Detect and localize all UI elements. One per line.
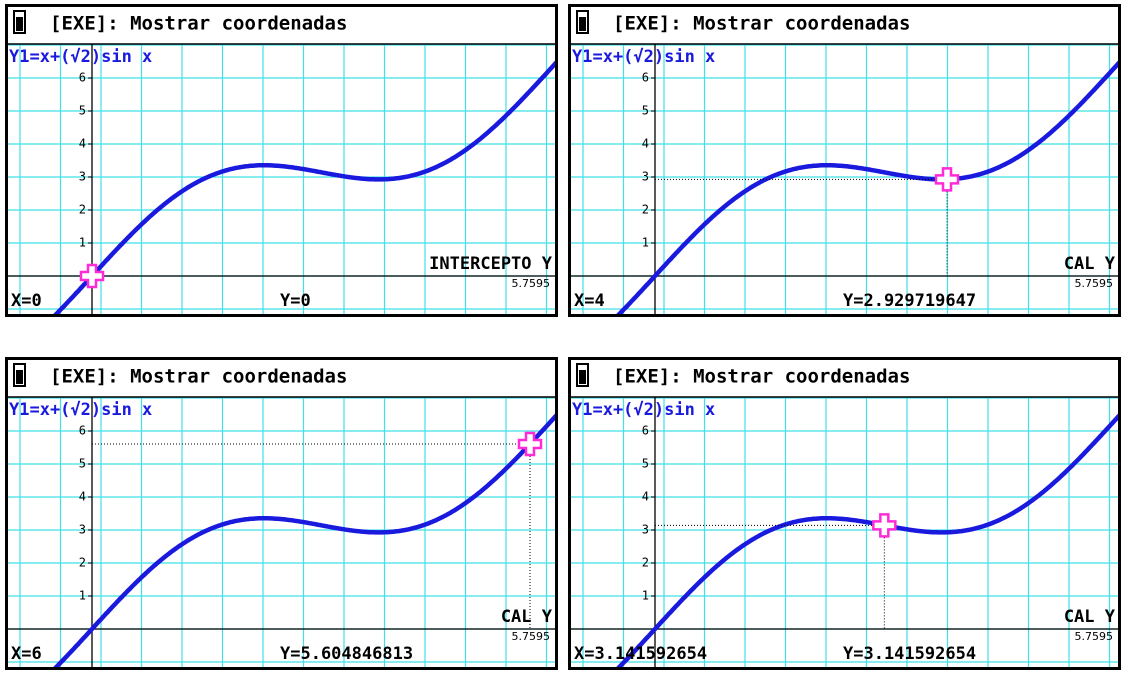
y-tick-label: 3	[79, 170, 86, 184]
y-tick-label: 1	[79, 589, 86, 603]
battery-level	[16, 370, 23, 384]
y-tick-label: 6	[79, 424, 86, 438]
header-title: [EXE]: Mostrar coordenadas	[50, 13, 347, 35]
function-label: Y1=x+(√2)sin x	[9, 47, 152, 67]
header-title: [EXE]: Mostrar coordenadas	[50, 366, 347, 388]
screenshot: 1 2 3 4 5 6 Y1=x+(√2)sin x INTERCEPTO Y 5.7595 X=…	[0, 0, 1124, 674]
mode-label: CAL Y	[501, 607, 553, 627]
mode-label: CAL Y	[1064, 607, 1116, 627]
y-tick-label: 4	[79, 490, 86, 504]
scale-value: 5.7595	[1075, 277, 1114, 290]
y-tick-label: 6	[79, 71, 86, 85]
y-tick-label: 6	[642, 71, 649, 85]
y-tick-label: 2	[642, 203, 649, 217]
function-label: Y1=x+(√2)sin x	[9, 400, 152, 420]
y-tick-label: 2	[79, 556, 86, 570]
battery-level	[579, 17, 586, 31]
scale-value: 5.7595	[1075, 630, 1114, 643]
y-tick-label: 6	[642, 424, 649, 438]
calculator-screen: 1 2 3 4 5 6 Y1=x+(√2)sin x CAL Y 5.7595 X=6 Y=5.60…	[5, 357, 574, 674]
y-tick-label: 3	[79, 523, 86, 537]
page: 1 2 3 4 5 6 Y1=x+(√2)sin x INTERCEPTO Y 5.7595 X=…	[0, 0, 1124, 674]
header-title: [EXE]: Mostrar coordenadas	[613, 13, 910, 35]
y-tick-label: 1	[79, 236, 86, 250]
y-tick-label: 2	[642, 556, 649, 570]
y-tick-label: 5	[642, 457, 649, 471]
function-label: Y1=x+(√2)sin x	[572, 400, 715, 420]
y-tick-label: 5	[642, 104, 649, 118]
y-tick-label: 3	[642, 523, 649, 537]
function-label: Y1=x+(√2)sin x	[572, 47, 715, 67]
battery-level	[16, 17, 23, 31]
y-tick-label: 4	[642, 137, 649, 151]
y-tick-label: 3	[642, 170, 649, 184]
calculator-screen: 1 2 3 4 5 6 Y1=x+(√2)sin x CAL Y 5.7595 X=4 Y=2.92…	[568, 4, 1124, 322]
y-tick-label: 4	[642, 490, 649, 504]
x-readout: X=0	[11, 291, 42, 311]
scale-value: 5.7595	[512, 630, 551, 643]
calculator-screen: 1 2 3 4 5 6 Y1=x+(√2)sin x INTERCEPTO Y 5.7595 X=…	[5, 4, 574, 322]
x-readout: X=6	[11, 644, 42, 664]
battery-level	[579, 370, 586, 384]
y-tick-label: 2	[79, 203, 86, 217]
calculator-screen: 1 2 3 4 5 6 Y1=x+(√2)sin x CAL Y 5.7595 X=3.14159…	[568, 357, 1124, 674]
mode-label: INTERCEPTO Y	[429, 254, 553, 274]
y-readout: Y=5.604846813	[280, 644, 413, 664]
mode-label: CAL Y	[1064, 254, 1116, 274]
scale-value: 5.7595	[512, 277, 551, 290]
y-readout: Y=2.929719647	[843, 291, 976, 311]
y-tick-label: 5	[79, 104, 86, 118]
y-tick-label: 1	[642, 589, 649, 603]
x-readout: X=4	[574, 291, 605, 311]
y-tick-label: 4	[79, 137, 86, 151]
x-readout: X=3.141592654	[574, 644, 707, 664]
y-readout: Y=0	[280, 291, 311, 311]
y-tick-label: 1	[642, 236, 649, 250]
header-title: [EXE]: Mostrar coordenadas	[613, 366, 910, 388]
y-readout: Y=3.141592654	[843, 644, 976, 664]
y-tick-label: 5	[79, 457, 86, 471]
